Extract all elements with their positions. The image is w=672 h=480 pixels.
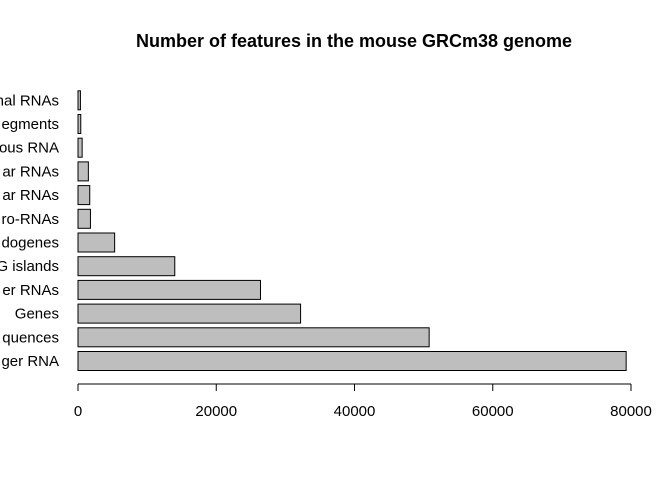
category-label: quences <box>2 329 59 346</box>
x-tick-label: 80000 <box>610 403 652 420</box>
bar <box>77 161 89 182</box>
category-label: ar RNAs <box>2 187 59 204</box>
bar <box>77 185 91 206</box>
x-tick-label: 60000 <box>472 403 514 420</box>
bar <box>77 114 82 134</box>
x-tick-label: 0 <box>74 403 82 420</box>
category-label: ger RNA <box>1 353 59 370</box>
bar <box>77 208 91 229</box>
x-axis: 0 20000 40000 60000 80000 <box>74 383 652 420</box>
x-tick-label: 20000 <box>195 403 237 420</box>
bar <box>77 303 302 324</box>
bar <box>77 279 261 300</box>
category-label: Genes <box>15 306 59 323</box>
category-label: G islands <box>0 258 59 275</box>
category-label: egments <box>1 116 59 133</box>
category-label: ous RNA <box>0 140 59 157</box>
category-label: nal RNAs <box>0 92 59 109</box>
x-tick-label: 40000 <box>334 403 376 420</box>
bars-group <box>77 90 627 371</box>
category-label: er RNAs <box>2 282 59 299</box>
category-labels: ger RNA quences Genes er RNAs G islands dogen… <box>0 92 59 370</box>
bar <box>77 256 176 277</box>
bar <box>77 351 627 371</box>
bar <box>77 232 116 253</box>
chart-title: Number of features in the mouse GRCm38 g… <box>136 31 572 51</box>
category-label: ro-RNAs <box>1 211 59 228</box>
bar <box>77 137 83 158</box>
bar <box>77 90 81 111</box>
category-label: dogenes <box>1 235 59 252</box>
bar <box>77 327 430 348</box>
category-label: ar RNAs <box>2 163 59 180</box>
